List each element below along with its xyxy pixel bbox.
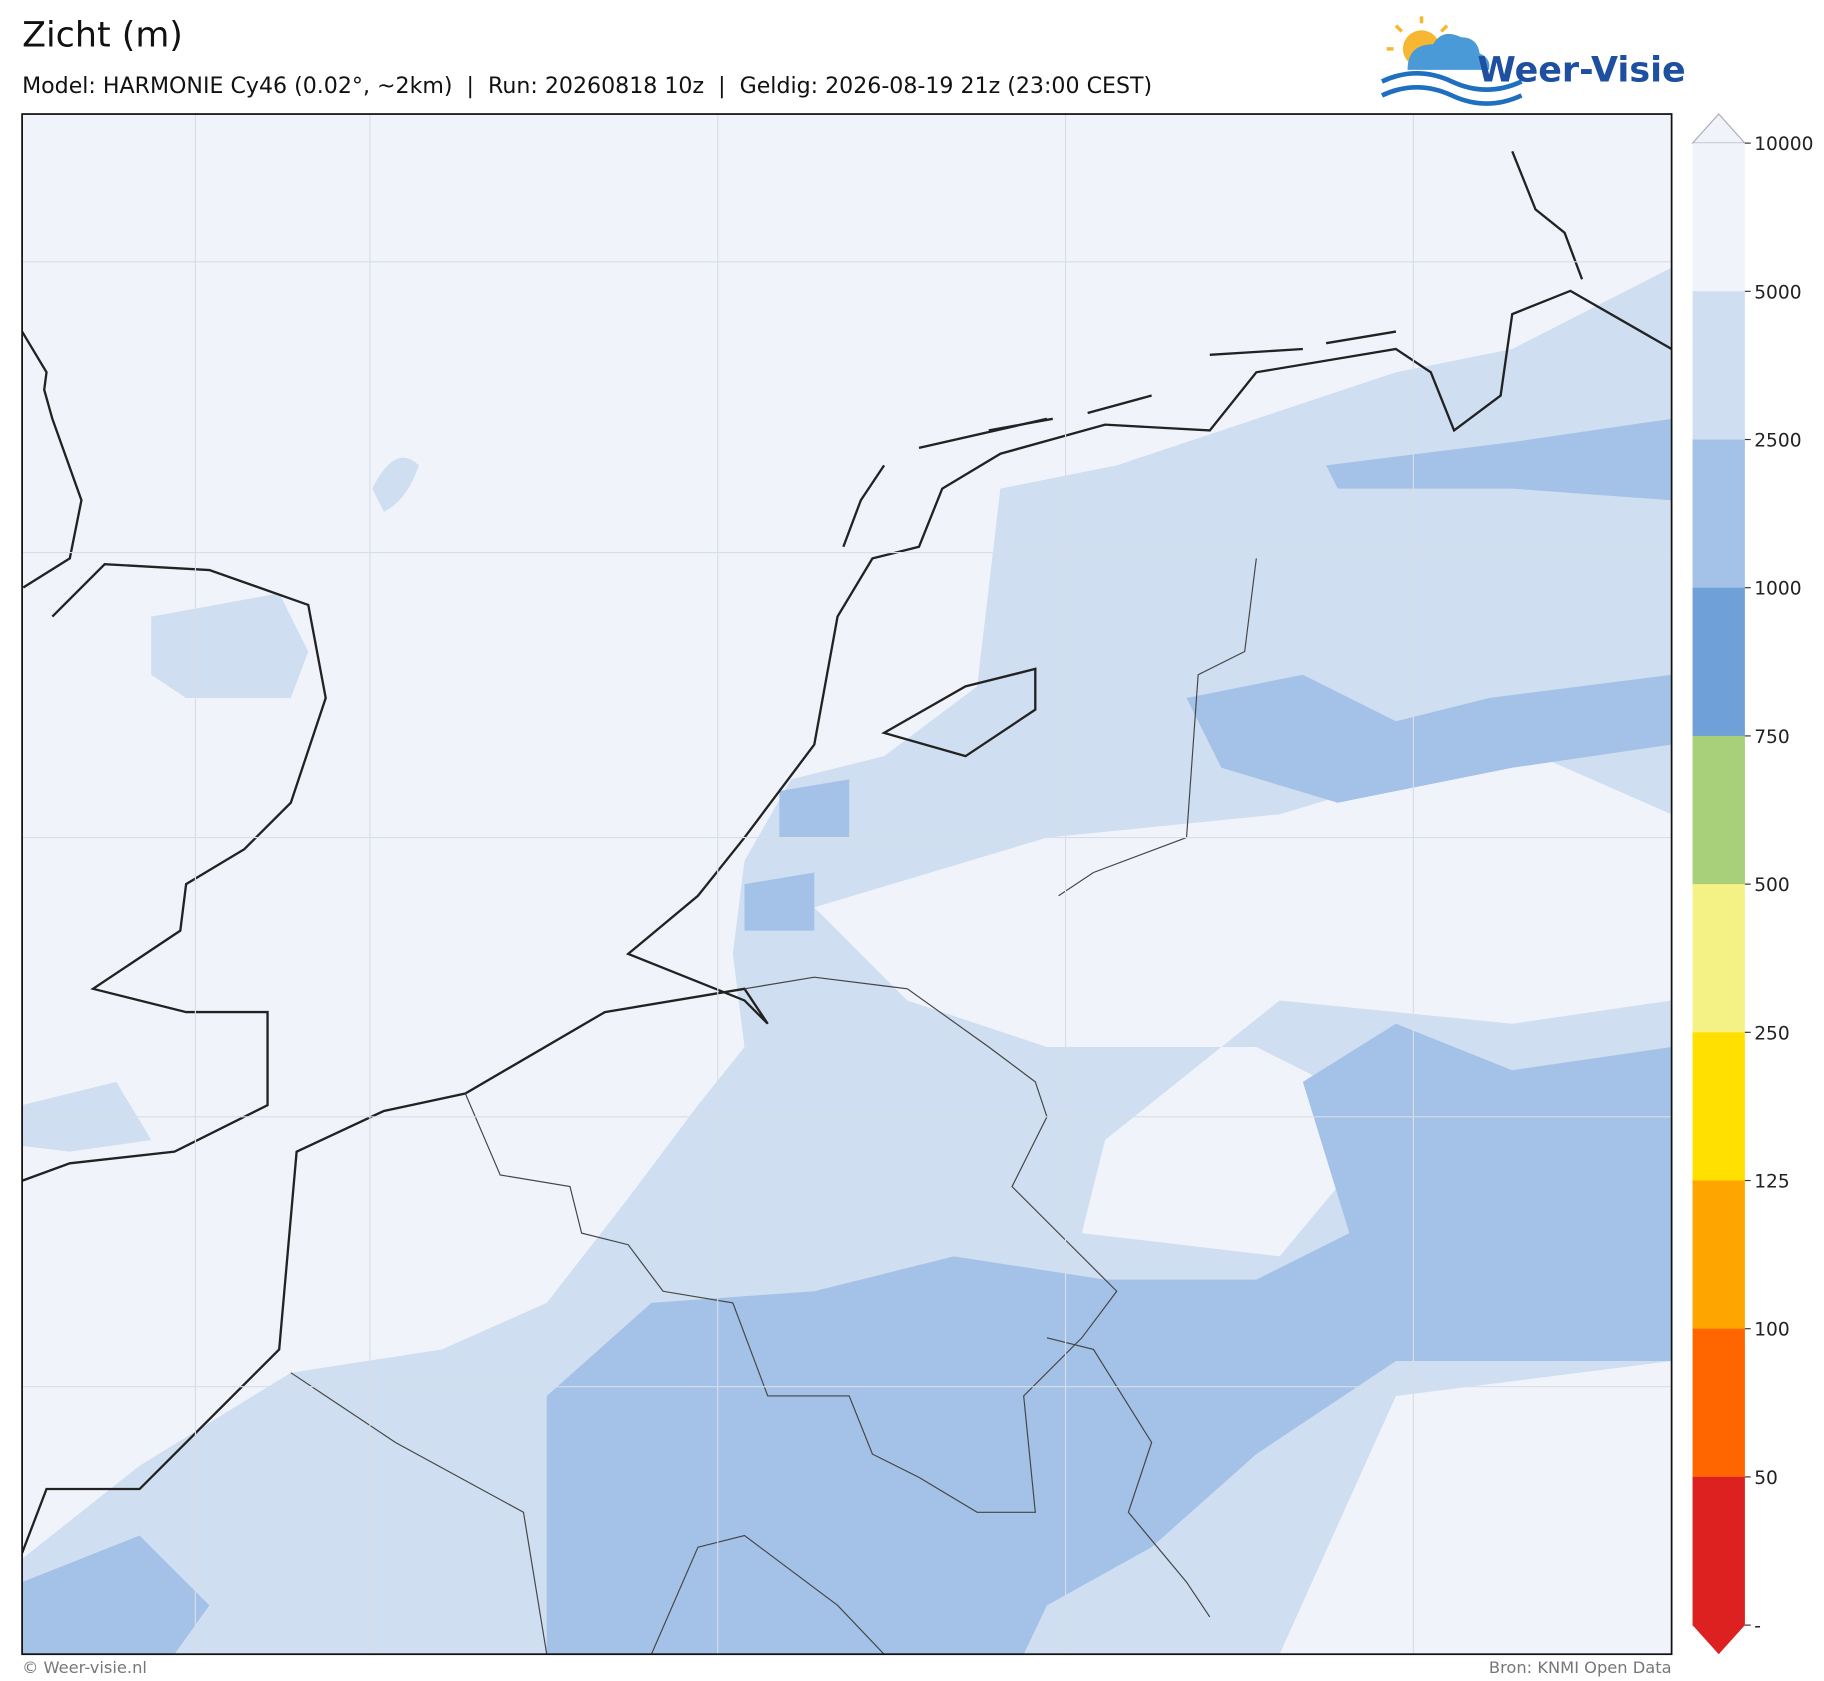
map bbox=[22, 114, 1672, 1655]
colorbar-label: 50 bbox=[1754, 1468, 1778, 1489]
colorbar-segment bbox=[1692, 587, 1745, 737]
logo: Weer-Visie bbox=[1380, 16, 1686, 106]
colorbar-label: 750 bbox=[1754, 727, 1790, 748]
footer-right: Bron: KNMI Open Data bbox=[1489, 1658, 1672, 1677]
footer-left: © Weer-visie.nl bbox=[22, 1658, 147, 1677]
colorbar-label: - bbox=[1754, 1616, 1761, 1637]
subtitle: Model: HARMONIE Cy46 (0.02°, ~2km) | Run… bbox=[22, 73, 1152, 99]
colorbar-segment bbox=[1692, 1328, 1745, 1478]
clear-area bbox=[814, 744, 1672, 1655]
colorbar-label: 1000 bbox=[1754, 579, 1801, 600]
colorbar-segment bbox=[1692, 291, 1745, 441]
colorbar-label: 5000 bbox=[1754, 282, 1801, 303]
borders bbox=[290, 558, 1257, 1655]
logo-text: Weer-Visie bbox=[1477, 50, 1685, 90]
colorbar-label: 125 bbox=[1754, 1172, 1790, 1193]
colorbar-segment bbox=[1692, 1032, 1745, 1182]
colorbar-segment bbox=[1692, 143, 1745, 292]
colorbar-segment bbox=[1692, 1180, 1745, 1330]
colorbar-label: 2500 bbox=[1754, 431, 1801, 452]
colorbar-under bbox=[1692, 1625, 1745, 1655]
colorbar-label: 500 bbox=[1754, 875, 1790, 896]
visibility-area-low bbox=[22, 418, 1672, 1655]
colorbar-label: 10000 bbox=[1754, 134, 1813, 155]
graticule bbox=[22, 114, 1672, 1655]
colorbar: 10000 5000 2500 1000 750 500 250 125 100 50 - bbox=[1691, 113, 1813, 1655]
colorbar-label: 100 bbox=[1754, 1320, 1790, 1341]
colorbar-segment bbox=[1692, 884, 1745, 1033]
colorbar-label: 250 bbox=[1754, 1023, 1790, 1044]
colorbar-segment bbox=[1692, 439, 1745, 589]
title: Zicht (m) bbox=[22, 16, 183, 56]
colorbar-segment bbox=[1692, 735, 1745, 885]
colorbar-segment bbox=[1692, 1476, 1745, 1626]
map-frame bbox=[21, 113, 1673, 1656]
